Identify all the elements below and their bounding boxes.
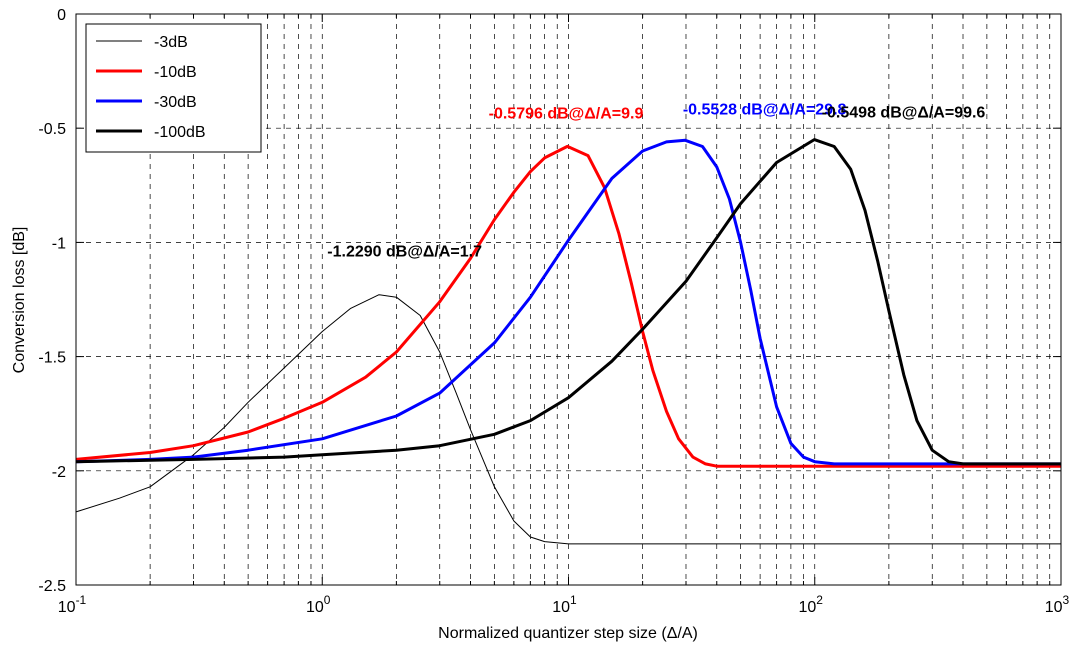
peak-annotation: -0.5498 dB@Δ/A=99.6: [822, 105, 986, 122]
legend-label: -30dB: [154, 94, 197, 111]
series-line-100db: [75, 138, 1061, 466]
legend-label: -10dB: [154, 64, 197, 81]
y-tick-label: -0.5: [38, 121, 66, 138]
y-axis-label: Conversion loss [dB]: [11, 227, 28, 374]
series-line-3db: [75, 294, 1061, 545]
x-axis-label: Normalized quantizer step size (Δ/A): [438, 625, 698, 642]
y-tick-labels: 0 -0.5 -1 -1.5 -2 -2.5: [38, 7, 66, 595]
peak-annotation: -0.5796 dB@Δ/A=9.9: [489, 105, 644, 122]
legend: -3dB -10dB -30dB -100dB: [85, 23, 262, 153]
peak-annotation: -0.5528 dB@Δ/A=29.8: [683, 101, 847, 118]
y-tick-label: -2: [52, 464, 66, 481]
legend-label: -3dB: [154, 34, 188, 51]
y-tick-label: 0: [57, 7, 66, 24]
legend-label: -100dB: [154, 124, 206, 141]
x-tick-labels: 10-1 100 101 102 103: [58, 593, 1070, 616]
y-tick-label: -1.5: [38, 350, 66, 367]
x-tick-label: 10-1: [58, 593, 87, 616]
y-tick-label: -1: [52, 235, 66, 252]
x-tick-label: 100: [306, 593, 331, 616]
series-line-30db: [75, 138, 1061, 466]
peak-annotation: -1.2290 dB@Δ/A=1.7: [327, 244, 482, 261]
plot-frame: [75, 13, 1062, 586]
tick-marks: [76, 13, 1061, 586]
x-tick-label: 102: [799, 593, 824, 616]
x-tick-label: 101: [552, 593, 577, 616]
y-tick-label: -2.5: [38, 578, 66, 595]
series-lines: [75, 138, 1061, 545]
series-line-10db: [75, 144, 1061, 468]
x-tick-label: 103: [1045, 593, 1070, 616]
annotations: -1.2290 dB@Δ/A=1.7 -0.5796 dB@Δ/A=9.9 -0.5…: [327, 101, 985, 260]
